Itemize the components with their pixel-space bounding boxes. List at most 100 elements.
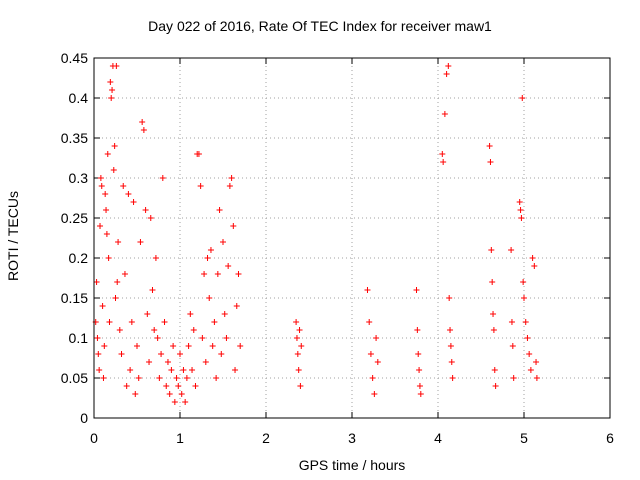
data-point	[182, 399, 189, 405]
data-point	[158, 351, 165, 357]
data-point	[508, 319, 515, 325]
data-point	[489, 279, 496, 285]
data-point	[225, 263, 232, 269]
data-point	[171, 399, 178, 405]
data-point	[490, 327, 497, 333]
data-point	[118, 351, 125, 357]
data-point	[211, 319, 218, 325]
data-point	[533, 375, 540, 381]
data-point	[98, 183, 105, 189]
data-point	[374, 359, 381, 365]
data-point	[524, 335, 531, 341]
data-point	[294, 351, 301, 357]
data-point	[108, 95, 115, 101]
chart-title: Day 022 of 2016, Rate Of TEC Index for r…	[148, 18, 492, 34]
data-point	[373, 335, 380, 341]
y-tick-label: 0.2	[69, 250, 89, 266]
data-point	[197, 183, 204, 189]
data-point	[104, 151, 111, 157]
x-tick-label: 4	[434, 430, 442, 446]
data-point	[235, 271, 242, 277]
data-point	[529, 255, 536, 261]
data-point	[415, 351, 422, 357]
x-tick-label: 6	[606, 430, 614, 446]
data-point	[449, 375, 456, 381]
data-point	[520, 279, 527, 285]
data-point	[531, 263, 538, 269]
data-point	[232, 367, 239, 373]
data-point	[441, 111, 448, 117]
data-point	[446, 295, 453, 301]
data-point	[135, 375, 142, 381]
data-point	[185, 343, 192, 349]
data-point	[521, 295, 527, 301]
data-point	[154, 335, 161, 341]
data-point	[206, 295, 213, 301]
data-point	[96, 367, 103, 373]
x-tick-label: 2	[262, 430, 270, 446]
data-point	[114, 279, 121, 285]
data-point	[416, 383, 423, 389]
data-point	[189, 367, 196, 373]
data-point	[492, 383, 499, 389]
x-tick-label: 3	[348, 430, 356, 446]
data-point	[533, 359, 540, 365]
data-point	[130, 199, 137, 205]
data-point	[187, 311, 194, 317]
data-point	[218, 351, 225, 357]
data-point	[447, 343, 454, 349]
data-point	[139, 119, 146, 125]
data-point	[440, 159, 447, 165]
data-point	[216, 207, 223, 213]
data-point	[151, 327, 158, 333]
data-point	[107, 79, 114, 85]
data-point	[367, 351, 374, 357]
data-point	[491, 367, 498, 373]
data-point	[127, 367, 134, 373]
data-point	[522, 319, 529, 325]
data-point	[527, 367, 534, 373]
data-point	[180, 367, 187, 373]
data-point	[177, 351, 183, 357]
data-point	[123, 383, 130, 389]
y-tick-label: 0.4	[69, 90, 89, 106]
data-point	[100, 375, 107, 381]
data-point	[147, 215, 154, 221]
y-axis-label: ROTI / TECUs	[5, 191, 21, 281]
data-point	[443, 71, 450, 77]
data-point	[161, 319, 168, 325]
data-point	[447, 327, 454, 333]
data-point	[159, 175, 166, 181]
data-point	[226, 183, 233, 189]
data-point	[371, 391, 378, 397]
data-point	[97, 175, 104, 181]
data-point	[170, 343, 177, 349]
data-point	[192, 383, 199, 389]
data-point	[163, 383, 170, 389]
data-point	[413, 287, 420, 293]
data-point	[517, 207, 524, 213]
data-point	[490, 311, 497, 317]
data-point	[213, 375, 220, 381]
x-tick-label: 5	[520, 430, 528, 446]
data-point	[223, 335, 230, 341]
y-tick-label: 0.25	[61, 210, 88, 226]
data-point	[364, 287, 371, 293]
data-points	[92, 63, 540, 405]
data-point	[101, 343, 108, 349]
data-point	[488, 247, 495, 253]
data-point	[146, 359, 153, 365]
data-point	[115, 239, 122, 245]
data-point	[202, 359, 209, 365]
data-point	[414, 327, 421, 333]
data-point	[109, 87, 116, 93]
data-point	[140, 127, 147, 133]
data-point	[486, 143, 493, 149]
data-point	[448, 359, 455, 365]
data-point	[417, 391, 424, 397]
data-point	[166, 391, 173, 397]
y-tick-label: 0.1	[69, 330, 89, 346]
data-point	[220, 239, 226, 245]
data-point	[103, 231, 110, 237]
